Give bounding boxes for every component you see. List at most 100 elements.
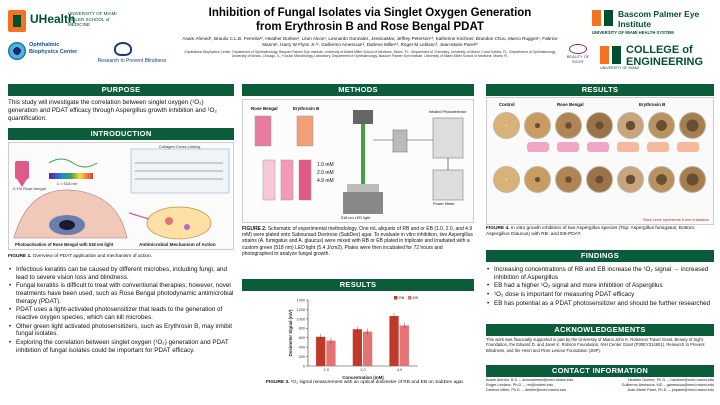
beauty-of-sight-logo: BEAUTY OF SIGHT (562, 44, 594, 68)
figure-2-methods-schematic: Rose Bengal Erythrosin B 1.0 mM 2.0 mM 4… (242, 99, 474, 223)
obc-logo: Ophthalmic Biophysics Center (8, 40, 88, 68)
methods-label-rose-bengal: Rose Bengal (251, 106, 278, 111)
figure-4-inhibition-plates: Control Rose Bengal Erythrosin B *Dark c… (486, 97, 714, 225)
author-list: Anam Ahmed¹, Braulio C.L.B. Ferreira¹², … (182, 36, 558, 47)
intro-bullet-4: Other green light activated photosensiti… (8, 323, 234, 338)
intro-bullet-1: Infectious keratitis can be caused by di… (8, 266, 234, 281)
finding-bullet-1: Increasing concentrations of RB and EB i… (486, 266, 714, 281)
bar-eb-1.0 (326, 340, 336, 366)
intro-bullet-2: Fungal keratitis is difficult to treat w… (8, 282, 234, 305)
y-tick-label: 0 (303, 364, 305, 368)
petri-dish (617, 166, 644, 193)
figure-1-illustration (13, 148, 230, 240)
x-tick-label: 4.9 (397, 368, 402, 372)
uhealth-logo-text: UHealth (30, 12, 76, 26)
bpei-u-icon (592, 10, 613, 26)
figure-1-label-rb: 0.1% Rose bengal (13, 186, 46, 191)
figure-1-pdat-overview: Collagen Cross-Linking 0.1% Rose bengal … (8, 142, 234, 250)
photosensitizer-dish (677, 142, 699, 152)
petri-dish (617, 112, 644, 139)
acknowledgements-text: This work was financially supported in p… (486, 337, 705, 353)
finding-bullet-3: ¹O₂ dose is important for measuring PDAT… (486, 291, 714, 299)
figure-1-label-right: Antimicrobial Mechanism of Action (139, 242, 216, 247)
photosensitizer-dish (557, 142, 579, 152)
poster-title-line1: Inhibition of Fungal Isolates via Single… (208, 7, 532, 19)
photosensitizer-dish (527, 142, 549, 152)
methods-label-led: 518 nm LED light (341, 216, 371, 220)
y-axis-label: Dosimeter Signal (mV) (288, 309, 293, 356)
legend-swatch-eb (408, 296, 412, 300)
obc-logo-text: Ophthalmic Biophysics Center (29, 42, 78, 55)
chart-svg: 0 200 400 600 800 1000 1200 1400 Dosimeter Signa… (288, 296, 419, 380)
x-tick-label: 2.0 (360, 368, 365, 372)
figure-2-illustration (254, 110, 464, 214)
bar-rb-2.0 (352, 329, 362, 366)
coe-line1: COLLEGE of (626, 44, 693, 56)
contact-entry: Guillermo Amescua, MD – gamescua@med.mia… (621, 382, 714, 387)
figure-3-caption-text: ¹O₂ signal measurement with an optical d… (289, 380, 465, 385)
methods-heading: METHODS (242, 84, 474, 96)
methods-volume-2: 2.0 mM (317, 170, 334, 176)
eye-outline-icon (569, 44, 587, 54)
bar-rb-4.9 (389, 316, 399, 366)
bpei-logo: Bascom Palmer Eye Institute UNIVERSITY O… (592, 8, 712, 38)
poster-header: UHealth UNIVERSITY OF MIAMI MILLER SCHOO… (0, 0, 720, 80)
figure-4-caption: FIGURE 4. In vitro growth inhibition of … (486, 226, 714, 238)
bar-rb-1.0 (316, 336, 326, 366)
figure-4-caption-label: FIGURE 4. (486, 226, 510, 231)
petri-dish (648, 166, 675, 193)
contact-right-column: Heather Durkee, Ph.D. – hdurkee@med.miam… (604, 378, 714, 392)
y-tick-label: 200 (299, 355, 305, 359)
methods-label-photodetector: Inhaled Photodetector (429, 110, 467, 114)
legend-label-rb: RB (399, 296, 405, 300)
coe-university-text: UNIVERSITY OF MIAMI (600, 66, 639, 70)
contact-heading: CONTACT INFORMATION (486, 365, 714, 377)
petri-dish (679, 166, 706, 193)
coe-logo: COLLEGE of ENGINEERING UNIVERSITY OF MIA… (600, 42, 716, 72)
results-right-heading: RESULTS (486, 84, 714, 96)
contact-entry: Heather Durkee, Ph.D. – hdurkee@med.miam… (627, 378, 714, 382)
photosensitizer-dish (587, 142, 609, 152)
petri-dish (679, 112, 706, 139)
eye-icon (8, 42, 26, 60)
y-tick-label: 800 (299, 327, 305, 331)
title-block: Inhibition of Fungal Isolates via Single… (180, 6, 560, 58)
bar-eb-2.0 (363, 331, 373, 366)
y-tick-label: 1200 (297, 308, 305, 312)
contact-entry: Roger Leblanc, Ph.D. – rml@miami.edu (486, 382, 554, 387)
uhealth-logo-subtext: UNIVERSITY OF MIAMI MILLER SCHOOL of MED… (68, 11, 117, 27)
petri-dish (524, 166, 551, 193)
affiliations: ¹Ophthalmic Biophysics Center, Departmen… (184, 49, 556, 58)
plate-label-rose-bengal: Rose Bengal (557, 102, 584, 107)
methods-label-erythrosin-b: Erythrosin B (293, 106, 320, 111)
figure-1-caption-text: Overview of PDAT application and mechani… (31, 254, 153, 259)
findings-bullets: Increasing concentrations of RB and EB i… (486, 266, 714, 309)
petri-dish (586, 166, 613, 193)
figure-3-bar-chart: 0 200 400 600 800 1000 1200 1400 Dosimeter Signa… (242, 292, 474, 404)
coe-u-icon (600, 46, 621, 64)
finding-bullet-2: EB had a higher ¹O₂ signal and more inhi… (486, 282, 714, 290)
petri-dish (555, 112, 582, 139)
contact-left-column: Anam Ahmed, B.S. – anamahmed@med.miami.e… (486, 378, 600, 392)
legend-label-eb: EB (413, 296, 419, 300)
bpei-logo-text: Bascom Palmer Eye Institute (618, 9, 700, 29)
figure-2-caption: FIGURE 2. Schematic of experimental meth… (242, 226, 474, 257)
figure-1-caption: FIGURE 1. Overview of PDAT application a… (8, 254, 234, 260)
figure-3-caption: FIGURE 3. ¹O₂ signal measurement with an… (266, 380, 466, 386)
introduction-heading: INTRODUCTION (8, 128, 234, 140)
intro-bullet-5: Exploring the correlation between single… (8, 339, 234, 354)
petri-dish (524, 112, 551, 139)
contact-entry: Jean-Marie Parel, Ph.D. – jmparel@med.mi… (627, 387, 714, 392)
figure-1-caption-label: FIGURE 1. (8, 254, 32, 259)
coe-logo-text: COLLEGE of ENGINEERING (626, 44, 703, 68)
petri-dish (493, 166, 520, 193)
poster-title-line2: from Erythrosin B and Rose Bengal PDAT (256, 21, 484, 33)
purpose-text: This study will investigate the correlat… (8, 99, 217, 122)
coe-line2: ENGINEERING (626, 56, 704, 68)
rpb-logo: Research to Prevent Blindness (92, 42, 172, 68)
figure-4-caption-text: In vitro growth inhibition of two Asperg… (486, 226, 696, 237)
bar-eb-4.9 (399, 325, 409, 366)
bpei-logo-subtext: UNIVERSITY OF MIAMI HEALTH SYSTEM (592, 30, 674, 35)
methods-volume-3: 4.9 mM (317, 178, 334, 184)
